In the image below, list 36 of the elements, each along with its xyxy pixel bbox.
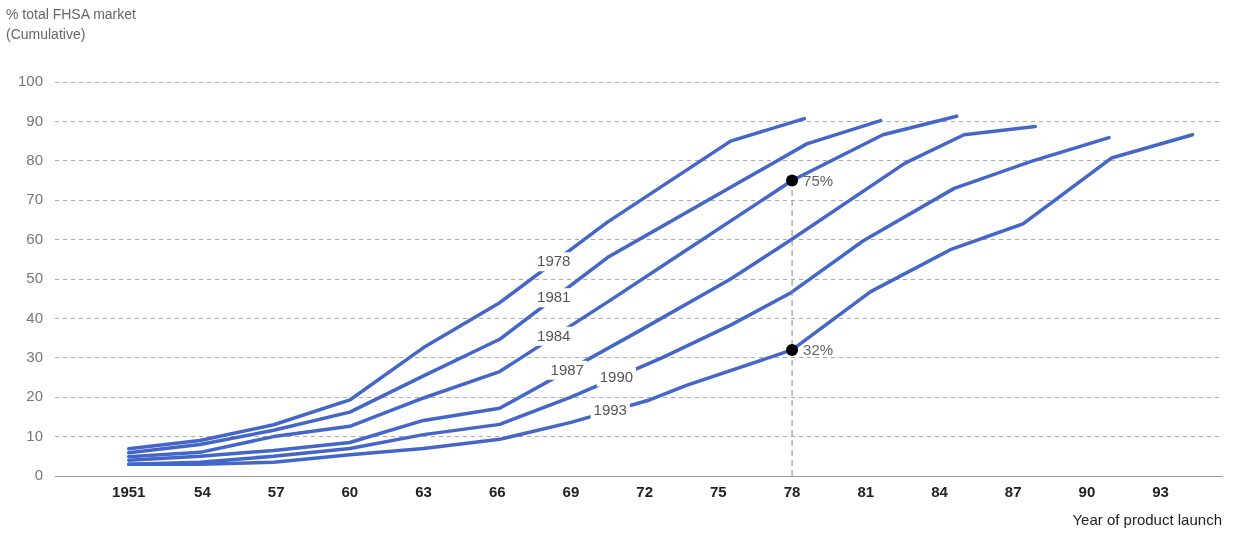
y-axis-title: % total FHSA market (Cumulative) (6, 5, 137, 44)
x-tick-label: 78 (783, 483, 801, 501)
y-tick-label: 30 (26, 347, 44, 365)
y-tick-label: 50 (26, 269, 44, 287)
x-tick-label: 84 (931, 483, 949, 501)
x-tick-label: 75 (710, 483, 727, 501)
x-tick-label: 66 (488, 483, 506, 501)
y-tick-label: 20 (26, 387, 44, 405)
annotation: 32% (803, 341, 834, 359)
x-tick-label: 90 (1078, 483, 1096, 501)
x-tick-label: 63 (415, 483, 432, 501)
y-tick-label: 70 (26, 190, 44, 208)
x-tick-label: 72 (636, 483, 653, 501)
series-label: 1987 (550, 360, 584, 378)
series-label: 1993 (593, 401, 627, 419)
annotation: 75% (803, 171, 834, 189)
x-tick-label: 54 (194, 483, 212, 501)
x-tick-label: 69 (562, 483, 580, 501)
x-axis-title: Year of product launch (1072, 511, 1222, 529)
y-tick-label: 80 (26, 150, 44, 168)
y-tick-label: 60 (26, 229, 44, 247)
x-tick-label: 1951 (112, 483, 146, 501)
x-tick-label: 60 (341, 483, 359, 501)
series-label: 1978 (537, 252, 571, 270)
y-tick-label: 40 (26, 308, 44, 326)
y-tick-label: 0 (34, 466, 44, 484)
x-tick-label: 81 (857, 483, 875, 501)
x-tick-label: 57 (267, 483, 285, 501)
x-tick-label: 93 (1152, 483, 1169, 501)
series-label: 1984 (537, 326, 571, 344)
series-label: 1990 (599, 367, 634, 385)
series-label: 1981 (537, 288, 571, 306)
y-tick-label: 100 (18, 72, 44, 90)
x-tick-label: 87 (1004, 483, 1022, 501)
y-tick-label: 90 (26, 111, 44, 129)
y-tick-label: 10 (26, 426, 44, 444)
